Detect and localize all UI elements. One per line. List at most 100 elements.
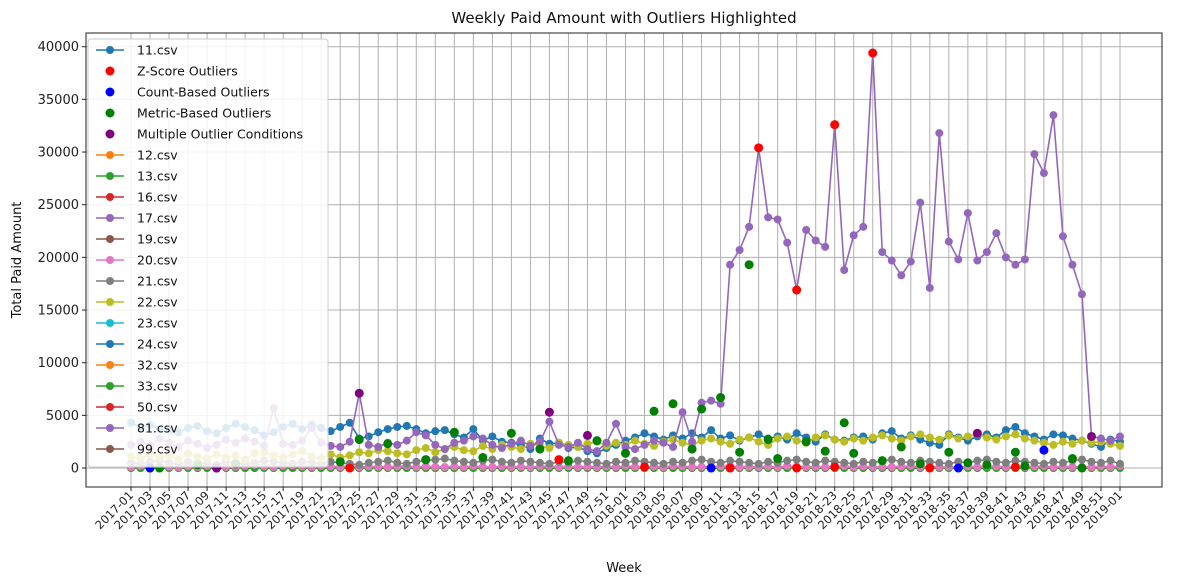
series-point <box>631 436 640 445</box>
legend: 11.csv Z-Score Outliers Count-Based Outlie… <box>87 38 329 468</box>
series-point <box>1077 436 1086 445</box>
series-point <box>726 456 735 465</box>
outlier-marker <box>725 463 735 473</box>
series-point <box>849 459 858 468</box>
series-point <box>1039 459 1048 468</box>
series-point <box>431 440 440 449</box>
series-point <box>906 257 915 266</box>
series-point <box>773 434 782 443</box>
series-point <box>478 434 487 443</box>
series-point <box>412 446 421 455</box>
series-point <box>1058 232 1067 241</box>
series-point <box>326 427 335 436</box>
outlier-marker <box>1067 454 1077 464</box>
series-point <box>716 399 725 408</box>
series-point <box>754 437 763 446</box>
series-point <box>659 438 668 447</box>
series-point <box>887 462 896 471</box>
series-point <box>783 238 792 247</box>
series-point <box>792 429 801 438</box>
series-point <box>1001 253 1010 262</box>
legend-item: Count-Based Outliers <box>105 85 269 100</box>
series-point <box>944 237 953 246</box>
series-point <box>421 462 430 471</box>
series-point <box>792 455 801 464</box>
series-point <box>868 433 877 442</box>
series-point <box>1049 430 1058 439</box>
series-point <box>726 439 735 448</box>
outlier-marker <box>706 463 716 473</box>
series-point <box>640 429 649 438</box>
series-point <box>925 283 934 292</box>
legend-marker <box>106 151 114 159</box>
series-point <box>393 449 402 458</box>
legend-marker <box>106 319 114 327</box>
series-point <box>1039 169 1048 178</box>
series-point <box>773 215 782 224</box>
series-point <box>431 427 440 436</box>
outlier-marker <box>345 463 355 473</box>
series-point <box>450 462 459 471</box>
series-point <box>1077 455 1086 464</box>
series-point <box>383 462 392 471</box>
legend-marker <box>105 66 115 76</box>
chart-title: Weekly Paid Amount with Outliers Highlig… <box>451 9 796 27</box>
series-point <box>516 462 525 471</box>
series-point <box>1116 441 1124 450</box>
series-point <box>764 457 773 466</box>
series-point <box>830 435 839 444</box>
series-point <box>1106 456 1115 465</box>
series-point <box>821 456 830 465</box>
outlier-marker <box>792 463 802 473</box>
series-point <box>821 462 830 471</box>
series-point <box>659 459 668 468</box>
series-point <box>935 458 944 467</box>
legend-marker <box>106 424 114 432</box>
marker-layer <box>145 48 1096 473</box>
outlier-marker <box>963 458 973 468</box>
series-point <box>535 437 544 446</box>
series-point <box>412 428 421 437</box>
legend-label: 23.csv <box>137 316 178 331</box>
series-point <box>954 255 963 264</box>
outlier-marker <box>792 285 802 295</box>
series-point <box>383 456 392 465</box>
series-point <box>1049 111 1058 120</box>
series-point <box>450 438 459 447</box>
legend-label: 22.csv <box>137 295 178 310</box>
series-point <box>726 260 735 269</box>
series-point <box>469 458 478 467</box>
series-point <box>402 459 411 468</box>
legend-label: 12.csv <box>137 148 178 163</box>
series-point <box>1001 426 1010 435</box>
series-point <box>982 248 991 257</box>
series-point <box>916 430 925 439</box>
series-point <box>1020 434 1029 443</box>
legend-label: 17.csv <box>137 211 178 226</box>
series-point <box>488 462 497 471</box>
outlier-marker <box>697 404 707 414</box>
series-point <box>440 462 449 471</box>
x-axis-ticks: 2017-012017-032017-052017-072017-092017-… <box>92 487 1125 532</box>
legend-marker <box>106 172 114 180</box>
series-point <box>916 198 925 207</box>
series-point <box>963 209 972 218</box>
outlier-marker <box>830 462 840 472</box>
series-point <box>611 457 620 466</box>
series-point <box>1077 290 1086 299</box>
outlier-marker <box>640 462 650 472</box>
series-point <box>1020 255 1029 264</box>
series-point <box>488 432 497 441</box>
series-point <box>821 242 830 251</box>
legend-item: 33.csv <box>96 379 178 394</box>
series-point <box>459 436 468 445</box>
series-point <box>802 457 811 466</box>
series-point <box>954 434 963 443</box>
legend-label: 13.csv <box>137 169 178 184</box>
series-point <box>878 248 887 257</box>
series-point <box>783 432 792 441</box>
y-axis-label: Total Paid Amount <box>10 202 25 320</box>
series-point <box>621 458 630 467</box>
series-point <box>640 440 649 449</box>
series-point <box>754 430 763 439</box>
